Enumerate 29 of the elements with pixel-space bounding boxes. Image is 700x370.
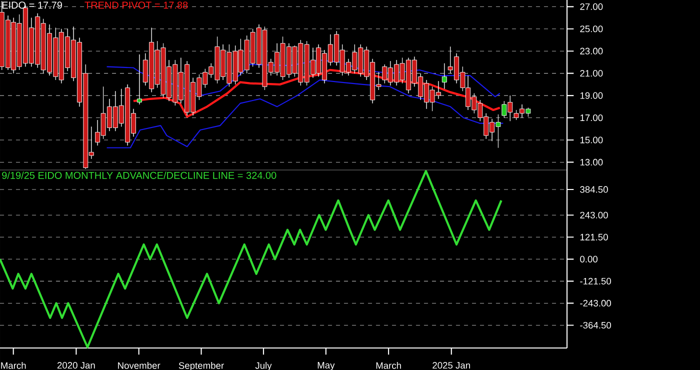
text: 9/19/25 EIDO MONTHLY ADVANCE/DECLINE LINE = 324.00 (2, 172, 276, 179)
line-series (0, 170, 502, 348)
y-tick-label: 25.00 (580, 26, 603, 32)
x-tick-label: March (1, 362, 26, 369)
y-tick-label: 17.00 (580, 114, 603, 122)
y-tick-label: 23.00 (580, 48, 603, 54)
y-tick-label: 15.00 (580, 136, 603, 144)
line-series (132, 68, 501, 118)
y-tick-label: 13.00 (580, 158, 603, 166)
annotation: EIDO = 17.79 (2, 2, 62, 9)
y-tick-label: 19.00 (580, 92, 603, 99)
x-tick-label: 2025 Jan (432, 362, 470, 369)
text: TREND PIVOT = 17.88 (84, 2, 188, 9)
y-tick-label: 0.00 (580, 256, 598, 262)
x-tick-label: May (318, 362, 335, 370)
y-tick-label: 243.00 (580, 212, 608, 218)
y-tick-label: -364.50 (580, 322, 612, 329)
line-series (106, 79, 504, 148)
y-tick-label: -121.50 (580, 278, 612, 284)
y-tick-label: 384.50 (580, 186, 608, 193)
y-tick-label: 27.00 (580, 3, 603, 10)
y-tick-label: -243.00 (580, 300, 612, 307)
x-tick-label: November (118, 362, 160, 369)
y-tick-label: 21.00 (580, 70, 603, 77)
candlestick (136, 54, 142, 105)
candlestick (442, 63, 447, 90)
y-tick-label: 121.50 (580, 234, 608, 240)
x-tick-label: 2020 Jan (57, 362, 95, 369)
x-tick-label: March (376, 362, 401, 369)
